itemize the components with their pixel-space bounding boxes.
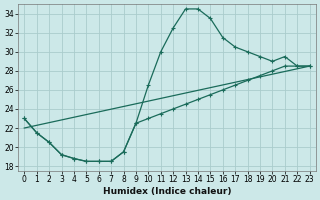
X-axis label: Humidex (Indice chaleur): Humidex (Indice chaleur) <box>103 187 231 196</box>
